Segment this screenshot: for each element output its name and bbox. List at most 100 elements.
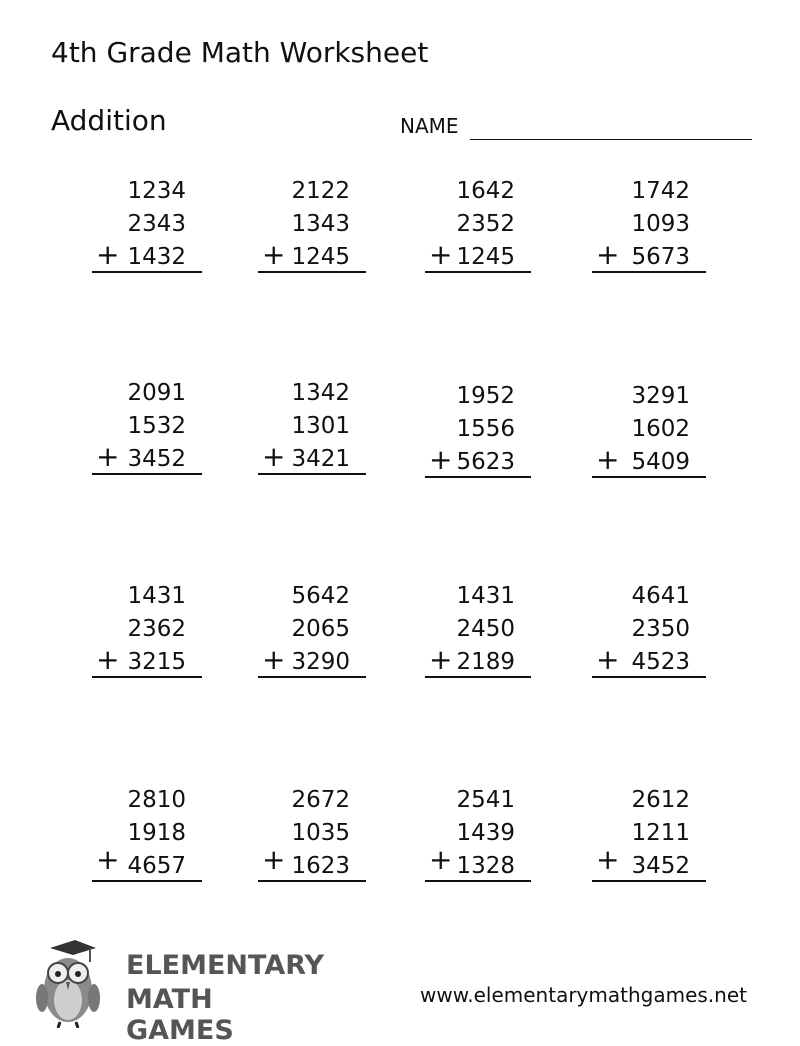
addition-problem: 1342 1301 3421 + bbox=[254, 380, 368, 490]
plus-sign: + bbox=[262, 440, 286, 473]
addend: 3452 bbox=[127, 446, 186, 472]
plus-sign: + bbox=[96, 843, 120, 876]
addition-problem: 1642 2352 1245 + bbox=[421, 178, 533, 288]
addition-problem: 2091 1532 3452 + bbox=[88, 380, 204, 490]
answer-line bbox=[592, 476, 706, 478]
addend: 1918 bbox=[127, 820, 186, 846]
addition-problem: 1431 2362 3215 + bbox=[88, 583, 204, 693]
addend: 5623 bbox=[456, 449, 515, 475]
addend: 1623 bbox=[291, 853, 350, 879]
plus-sign: + bbox=[96, 440, 120, 473]
answer-line bbox=[425, 676, 531, 678]
addend: 1602 bbox=[631, 416, 690, 442]
addend: 1234 bbox=[127, 178, 186, 204]
addend: 4641 bbox=[631, 583, 690, 609]
answer-line bbox=[425, 880, 531, 882]
page-title: 4th Grade Math Worksheet bbox=[51, 36, 429, 69]
addend: 1432 bbox=[127, 244, 186, 270]
plus-sign: + bbox=[262, 238, 286, 271]
answer-line bbox=[92, 473, 202, 475]
addend: 4657 bbox=[127, 853, 186, 879]
addition-problem: 1234 2343 1432 + bbox=[88, 178, 204, 288]
plus-sign: + bbox=[596, 843, 620, 876]
addend: 1093 bbox=[631, 211, 690, 237]
addition-problem: 5642 2065 3290 + bbox=[254, 583, 368, 693]
addend: 2065 bbox=[291, 616, 350, 642]
answer-line bbox=[592, 271, 706, 273]
elementary-math-games-logo: ELEMENTARY MATH GAMES bbox=[30, 938, 324, 1046]
worksheet-subtitle: Addition bbox=[51, 104, 167, 137]
addend: 2189 bbox=[456, 649, 515, 675]
answer-line bbox=[92, 271, 202, 273]
addend: 1431 bbox=[127, 583, 186, 609]
addition-problem: 4641 2350 4523 + bbox=[588, 583, 708, 693]
addend: 1211 bbox=[631, 820, 690, 846]
addend: 2672 bbox=[291, 787, 350, 813]
plus-sign: + bbox=[429, 843, 453, 876]
addend: 5673 bbox=[631, 244, 690, 270]
plus-sign: + bbox=[96, 238, 120, 271]
plus-sign: + bbox=[429, 238, 453, 271]
logo-text-line1: ELEMENTARY bbox=[126, 950, 325, 981]
addend: 2541 bbox=[456, 787, 515, 813]
addend: 2091 bbox=[127, 380, 186, 406]
addend: 1035 bbox=[291, 820, 350, 846]
addend: 2122 bbox=[291, 178, 350, 204]
answer-line bbox=[92, 880, 202, 882]
addend: 3290 bbox=[291, 649, 350, 675]
addend: 1245 bbox=[456, 244, 515, 270]
plus-sign: + bbox=[429, 443, 453, 476]
plus-sign: + bbox=[96, 643, 120, 676]
answer-line bbox=[258, 473, 366, 475]
answer-line bbox=[258, 880, 366, 882]
addend: 3215 bbox=[127, 649, 186, 675]
addend: 3452 bbox=[631, 853, 690, 879]
addend: 2450 bbox=[456, 616, 515, 642]
addition-problem: 2612 1211 3452 + bbox=[588, 787, 708, 897]
addend: 2362 bbox=[127, 616, 186, 642]
answer-line bbox=[92, 676, 202, 678]
logo-text-line2: MATH GAMES bbox=[126, 984, 234, 1046]
addition-problem: 2672 1035 1623 + bbox=[254, 787, 368, 897]
addend: 5409 bbox=[631, 449, 690, 475]
name-label: NAME bbox=[400, 114, 459, 138]
owl-icon bbox=[36, 940, 100, 1028]
answer-line bbox=[592, 880, 706, 882]
plus-sign: + bbox=[596, 443, 620, 476]
addend: 1742 bbox=[631, 178, 690, 204]
addend: 2350 bbox=[631, 616, 690, 642]
addend: 2352 bbox=[456, 211, 515, 237]
addition-problem: 1431 2450 2189 + bbox=[421, 583, 533, 693]
addend: 1532 bbox=[127, 413, 186, 439]
addend: 1556 bbox=[456, 416, 515, 442]
addend: 1431 bbox=[456, 583, 515, 609]
plus-sign: + bbox=[262, 643, 286, 676]
answer-line bbox=[258, 271, 366, 273]
addition-problem: 1742 1093 5673 + bbox=[588, 178, 708, 288]
plus-sign: + bbox=[596, 238, 620, 271]
plus-sign: + bbox=[429, 643, 453, 676]
plus-sign: + bbox=[262, 843, 286, 876]
addend: 1342 bbox=[291, 380, 350, 406]
addend: 1343 bbox=[291, 211, 350, 237]
addition-problem: 2810 1918 4657 + bbox=[88, 787, 204, 897]
addend: 2810 bbox=[127, 787, 186, 813]
answer-line bbox=[425, 476, 531, 478]
answer-line bbox=[425, 271, 531, 273]
addend: 4523 bbox=[631, 649, 690, 675]
addend: 3291 bbox=[631, 383, 690, 409]
addend: 1952 bbox=[456, 383, 515, 409]
addend: 3421 bbox=[291, 446, 350, 472]
addend: 5642 bbox=[291, 583, 350, 609]
addition-problem: 3291 1602 5409 + bbox=[588, 383, 708, 493]
plus-sign: + bbox=[596, 643, 620, 676]
addition-problem: 2122 1343 1245 + bbox=[254, 178, 368, 288]
addend: 1245 bbox=[291, 244, 350, 270]
addend: 2612 bbox=[631, 787, 690, 813]
addend: 1439 bbox=[456, 820, 515, 846]
name-input-line[interactable] bbox=[470, 139, 752, 140]
answer-line bbox=[258, 676, 366, 678]
website-url[interactable]: www.elementarymathgames.net bbox=[420, 983, 747, 1007]
addition-problem: 1952 1556 5623 + bbox=[421, 383, 533, 493]
addend: 2343 bbox=[127, 211, 186, 237]
